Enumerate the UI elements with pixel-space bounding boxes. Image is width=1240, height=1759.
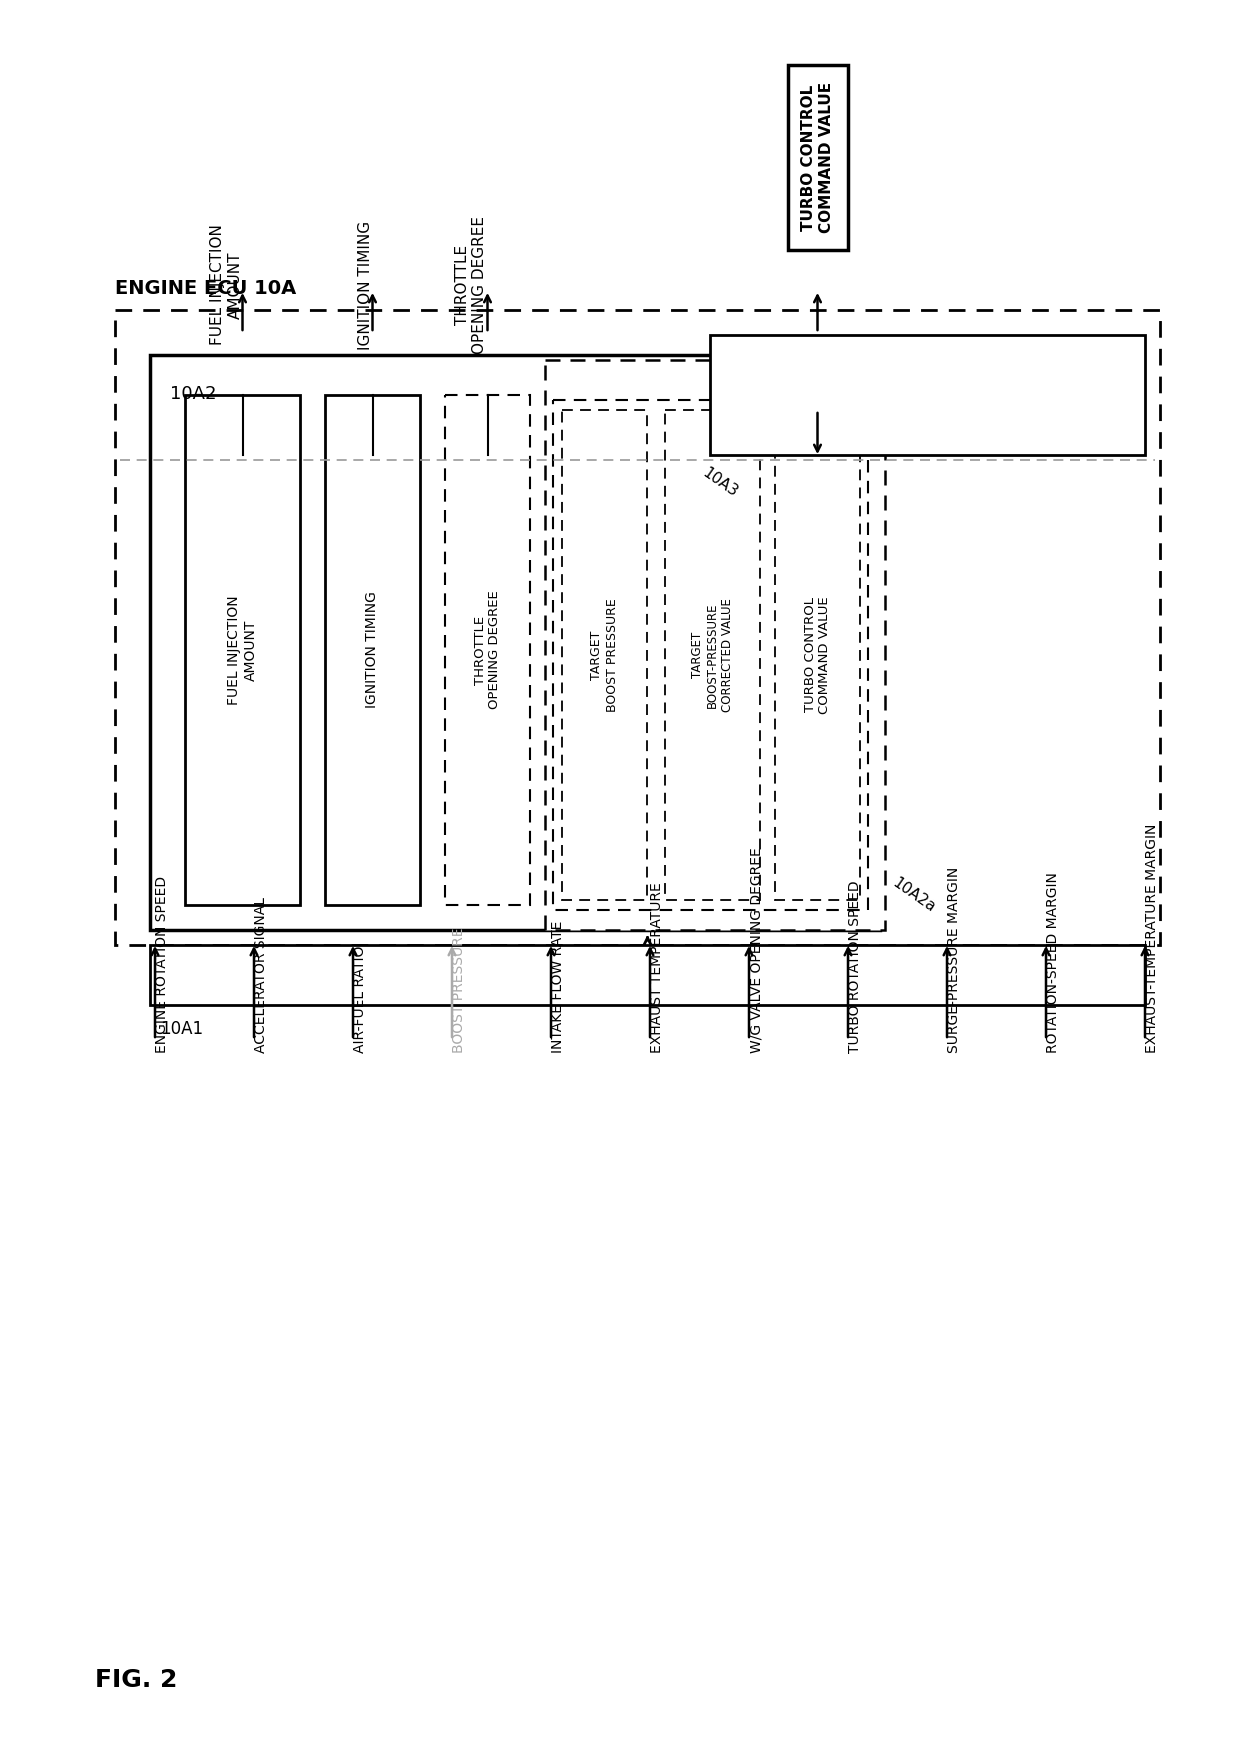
Text: AIR-FUEL RATIO: AIR-FUEL RATIO [353,946,367,1054]
Bar [150,945,1145,1004]
Text: ROTATION-SPEED MARGIN: ROTATION-SPEED MARGIN [1047,872,1060,1054]
Text: ACCELERATOR SIGNAL: ACCELERATOR SIGNAL [254,897,268,1054]
Bar [775,410,861,901]
Text: INTAKE FLOW RATE: INTAKE FLOW RATE [551,920,565,1054]
Text: ENGINE ROTATION SPEED: ENGINE ROTATION SPEED [155,876,169,1054]
Text: 10A2a: 10A2a [890,874,939,915]
Text: 10A1: 10A1 [160,1020,203,1038]
Bar [150,355,880,931]
Text: FUEL INJECTION
AMOUNT: FUEL INJECTION AMOUNT [210,225,243,345]
Bar [787,65,847,250]
Bar [553,399,868,909]
Text: TURBO CONTROL
COMMAND VALUE: TURBO CONTROL COMMAND VALUE [804,596,832,714]
Text: THROTTLE
OPENING DEGREE: THROTTLE OPENING DEGREE [455,216,487,354]
Bar [445,396,529,904]
Bar [325,396,420,904]
Text: TURBO ROTATION SPEED: TURBO ROTATION SPEED [848,880,862,1054]
Text: THROTTLE
OPENING DEGREE: THROTTLE OPENING DEGREE [474,591,501,709]
Bar [185,396,300,904]
Text: TURBO CONTROL
COMMAND VALUE: TURBO CONTROL COMMAND VALUE [801,83,833,232]
Text: FIG. 2: FIG. 2 [95,1668,177,1692]
Text: 10A2: 10A2 [170,385,217,403]
Text: TARGET
BOOST PRESSURE: TARGET BOOST PRESSURE [590,598,619,712]
Text: IGNITION TIMING: IGNITION TIMING [366,591,379,709]
Text: W/G VALVE OPENING DEGREE: W/G VALVE OPENING DEGREE [749,848,763,1054]
Text: EXHAUST TEMPERATURE: EXHAUST TEMPERATURE [650,883,663,1054]
Text: BOOST PRESSURE: BOOST PRESSURE [453,927,466,1054]
Bar [115,310,1159,945]
Text: 10A3: 10A3 [701,464,740,500]
Bar [665,410,760,901]
Text: IGNITION TIMING: IGNITION TIMING [357,220,372,350]
Bar [546,361,885,931]
Text: TARGET
BOOST-PRESSURE
CORRECTED VALUE: TARGET BOOST-PRESSURE CORRECTED VALUE [691,598,734,712]
Text: FUEL INJECTION
AMOUNT: FUEL INJECTION AMOUNT [227,595,258,705]
Text: SURGE-PRESSURE MARGIN: SURGE-PRESSURE MARGIN [947,867,961,1054]
Bar [562,410,647,901]
Text: EXHAUST-TEMPERATURE MARGIN: EXHAUST-TEMPERATURE MARGIN [1145,823,1159,1054]
Bar [711,334,1145,456]
Text: ENGINE ECU 10A: ENGINE ECU 10A [115,280,296,297]
